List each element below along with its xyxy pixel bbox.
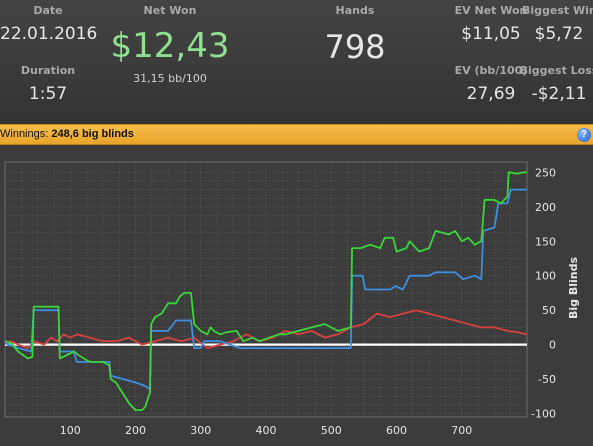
hands-label: Hands (335, 4, 375, 17)
x-axis: 100 200 300 400 500 600 700 (60, 424, 473, 437)
y-tick-label: 100 (535, 270, 556, 283)
winnings-graph: 250 200 150 100 50 0 -50 -100 100 200 300 400 500 60… (0, 146, 593, 446)
winnings-summary: Winnings: 248,6 big blinds (0, 128, 134, 140)
x-tick-label: 500 (321, 424, 342, 437)
y-tick-label: -100 (531, 408, 556, 421)
x-tick-label: 400 (256, 424, 277, 437)
biggest-win-label: Biggest Win (522, 4, 593, 17)
winnings-bar: Winnings: 248,6 big blinds ? (0, 124, 593, 145)
help-icon[interactable]: ? (577, 128, 591, 142)
ev-netwon-value: $11,05 (461, 24, 521, 44)
stats-header: Date 22.01.2016 Duration 1:57 Net Won $1… (0, 0, 593, 124)
x-tick-label: 600 (386, 424, 407, 437)
series-line-winnings (4, 171, 527, 411)
netwon-bb100: 31,15 bb/100 (133, 72, 207, 85)
biggest-loss-value: -$2,11 (531, 84, 587, 104)
duration-label: Duration (20, 64, 76, 77)
ev-bb-value: 27,69 (466, 84, 516, 104)
date-label: Date (33, 4, 63, 17)
y-axis: 250 200 150 100 50 0 -50 -100 (531, 166, 556, 420)
duration-value: 1:57 (28, 84, 68, 104)
y-tick-label: -50 (538, 373, 556, 386)
winnings-label: Winnings: (0, 128, 49, 140)
series-line-all-in-adj- (4, 309, 528, 349)
biggest-loss-label: Biggest Loss (519, 64, 593, 77)
y-tick-label: 200 (535, 201, 556, 214)
chart-series (4, 171, 528, 411)
date-value: 22.01.2016 (0, 24, 98, 44)
y-tick-label: 50 (542, 304, 556, 317)
x-tick-label: 200 (125, 424, 146, 437)
ev-netwon-label: EV Net Won (454, 4, 528, 17)
ev-bb-label: EV (bb/100) (454, 64, 528, 77)
winnings-value: 248,6 big blinds (51, 128, 134, 140)
netwon-value: $12,43 (110, 26, 230, 66)
y-axis-label: Big Blinds (567, 257, 580, 319)
x-tick-label: 100 (60, 424, 81, 437)
hands-value: 798 (324, 28, 386, 66)
y-tick-label: 0 (549, 339, 556, 352)
netwon-label: Net Won (143, 4, 197, 17)
plot-border (4, 161, 528, 418)
x-tick-label: 700 (451, 424, 472, 437)
x-tick-label: 300 (190, 424, 211, 437)
biggest-win-value: $5,72 (534, 24, 584, 44)
y-tick-label: 250 (535, 166, 556, 179)
y-tick-label: 150 (535, 235, 556, 248)
chart-grid (4, 161, 528, 418)
